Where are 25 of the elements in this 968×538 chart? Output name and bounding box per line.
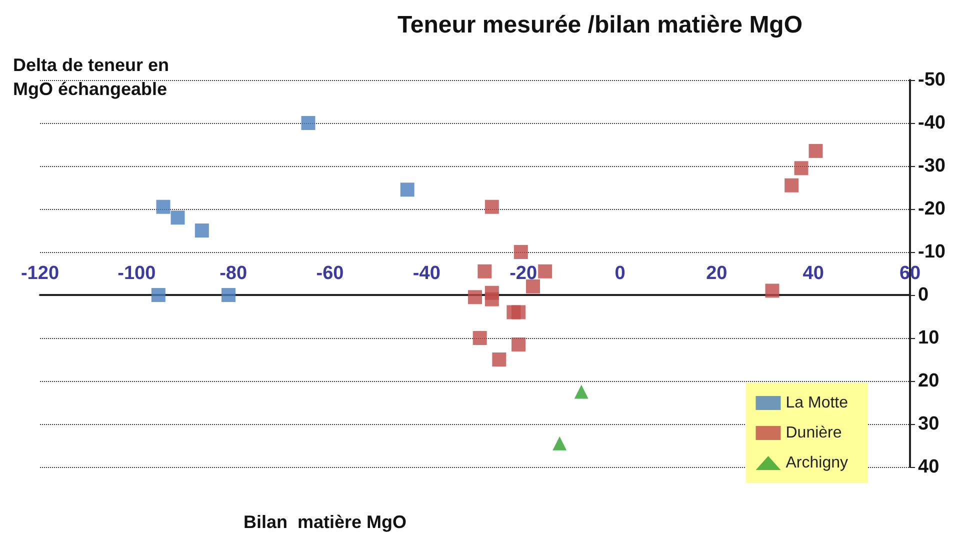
chart-title: Teneur mesurée /bilan matière MgO (397, 12, 803, 38)
y-tick-label: -10 (918, 242, 946, 262)
x-tick-label: -20 (510, 263, 538, 284)
y-tick-label: -50 (918, 70, 946, 90)
y-tick-label: 40 (918, 456, 940, 478)
y-tick-label: -40 (918, 112, 946, 134)
y-axis-title: Delta de teneur en MgO échangeable (13, 55, 174, 99)
y-tick-label: 30 (918, 414, 940, 434)
legend-label: La Motte (786, 394, 848, 412)
legend-label: Dunière (786, 424, 842, 442)
legend-label: Archigny (786, 454, 848, 472)
x-tick-label: 0 (614, 263, 626, 284)
x-tick-label: -100 (118, 263, 156, 284)
x-axis-title: Bilan matière MgO (243, 512, 407, 532)
y-tick-label: -20 (918, 198, 946, 220)
y-tick-label: 10 (918, 328, 940, 348)
x-tick-label: -40 (412, 263, 440, 284)
y-tick-label: 0 (918, 284, 929, 306)
y-tick-label: -30 (918, 156, 946, 176)
x-tick-label: -60 (316, 263, 344, 284)
x-tick-label: -80 (220, 263, 248, 284)
x-tick-label: -120 (20, 263, 60, 284)
y-tick-label: 20 (918, 370, 940, 392)
x-tick-label: 20 (706, 263, 728, 284)
x-tick-label: 40 (802, 263, 824, 284)
